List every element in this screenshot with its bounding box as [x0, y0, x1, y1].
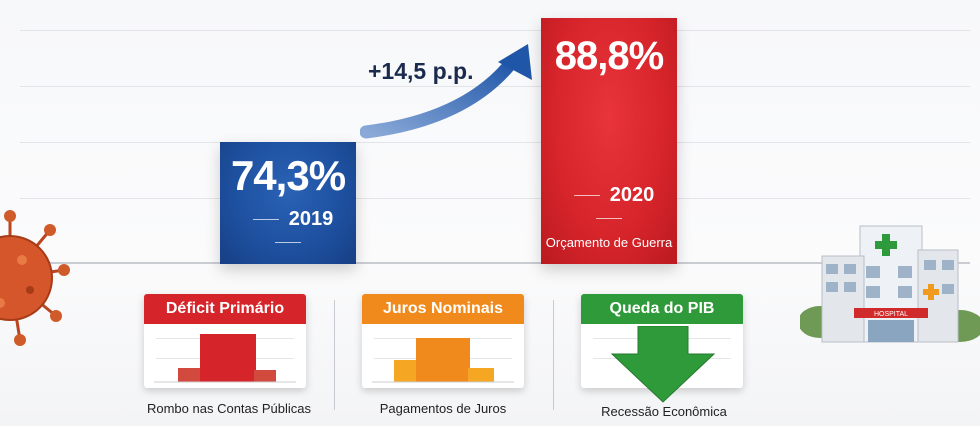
factor-caption: Rombo nas Contas Públicas — [146, 401, 312, 416]
factor-card-deficit: Déficit Primário — [144, 294, 306, 388]
down-arrow-icon — [610, 326, 716, 403]
bar-chart-icon — [372, 338, 514, 383]
bar-2019: 74,3% 2019 — [220, 141, 356, 264]
hospital-icon: HOSPITAL — [800, 225, 980, 343]
factor-title: Juros Nominais — [362, 294, 524, 324]
chart-baseline — [30, 262, 970, 264]
bar-value-label: 88,8% — [554, 34, 664, 79]
category-label: 2019 — [288, 207, 334, 230]
factor-title: Déficit Primário — [144, 294, 306, 324]
divider — [553, 300, 554, 410]
bar-2020: 88,8% 2020 Orçamento de Guerra — [541, 18, 677, 264]
bar-chart-icon — [154, 334, 296, 383]
factor-caption: Recessão Econômica — [601, 404, 727, 419]
delta-annotation: +14,5 p.p. — [368, 58, 474, 84]
bar-subtitle: Orçamento de Guerra — [545, 234, 673, 250]
gridline — [20, 30, 970, 31]
gridline — [20, 142, 970, 143]
increase-arrow-icon — [360, 44, 532, 139]
factor-card-juros: Juros Nominais — [362, 294, 524, 388]
hospital-sign: HOSPITAL — [874, 311, 908, 318]
bar-category: 2019 — [220, 208, 356, 254]
factor-caption: Pagamentos de Juros — [379, 401, 507, 416]
bar-category: 2020 — [541, 184, 677, 230]
factor-title: Queda do PIB — [581, 294, 743, 324]
gridline — [20, 198, 970, 199]
bar-value-label: 74,3% — [230, 151, 346, 199]
coronavirus-icon — [0, 210, 70, 346]
category-label: 2020 — [609, 183, 655, 206]
divider — [334, 300, 335, 410]
